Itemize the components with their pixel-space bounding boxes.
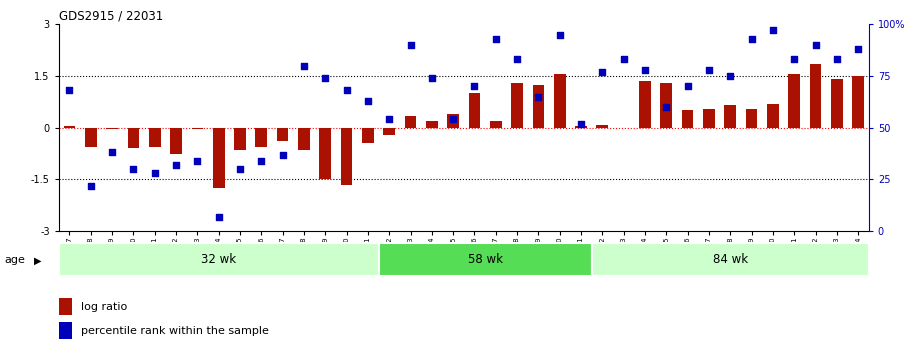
Bar [85,128,97,147]
Bar [724,105,736,128]
Bar [469,93,481,128]
Point [659,104,673,110]
Point [744,36,758,41]
Point [467,83,481,89]
Point [83,183,98,188]
Point [489,36,503,41]
Bar [298,128,310,150]
Bar [59,298,72,315]
Text: 58 wk: 58 wk [468,253,502,266]
Bar [106,128,118,129]
Point [126,166,140,172]
Point [574,121,588,126]
Bar [767,104,778,128]
Point [318,75,332,81]
Point [254,158,269,164]
Text: log ratio: log ratio [81,302,127,312]
Bar [234,128,246,150]
Point [808,42,823,48]
Bar [746,109,757,128]
Point [382,117,396,122]
Bar [170,128,182,154]
Bar [255,128,267,147]
Text: ▶: ▶ [34,256,42,265]
Point [339,88,354,93]
Bar [319,128,331,179]
Bar [831,79,843,128]
Point [105,150,119,155]
Bar [576,126,587,128]
Text: 32 wk: 32 wk [201,253,236,266]
Bar [378,243,592,276]
Bar [59,322,72,339]
Point [616,57,631,62]
Point [510,57,524,62]
Bar [362,128,374,143]
Point [638,67,653,72]
Bar [592,243,869,276]
Point [297,63,311,68]
Bar [447,114,459,128]
Bar [853,76,864,128]
Text: percentile rank within the sample: percentile rank within the sample [81,326,269,336]
Bar [810,64,822,128]
Point [595,69,610,75]
Bar [511,83,523,128]
Point [62,88,77,93]
Point [148,170,162,176]
Point [233,166,247,172]
Bar [63,126,75,128]
Bar [703,109,715,128]
Point [787,57,802,62]
Text: 84 wk: 84 wk [713,253,748,266]
Point [404,42,418,48]
Point [701,67,716,72]
Bar [532,85,544,128]
Point [424,75,439,81]
Point [723,73,738,79]
Bar [596,125,608,128]
Point [681,83,695,89]
Bar [192,128,204,129]
Bar [277,128,289,141]
Text: GDS2915 / 22031: GDS2915 / 22031 [59,10,163,23]
Point [275,152,290,157]
Text: age: age [5,256,25,265]
Bar [405,116,416,128]
Bar [490,121,501,128]
Bar [639,81,651,128]
Point [361,98,376,104]
Bar [681,110,693,128]
Point [446,117,461,122]
Bar [149,128,160,147]
Bar [213,128,224,188]
Point [190,158,205,164]
Bar [128,128,139,148]
Point [830,57,844,62]
Bar [661,83,672,128]
Bar [340,128,352,185]
Point [531,94,546,99]
Bar [59,243,378,276]
Point [766,28,780,33]
Bar [554,74,566,128]
Point [851,46,865,52]
Point [169,162,184,168]
Bar [384,128,395,135]
Bar [788,74,800,128]
Bar [426,121,438,128]
Point [552,32,567,37]
Point [212,214,226,219]
